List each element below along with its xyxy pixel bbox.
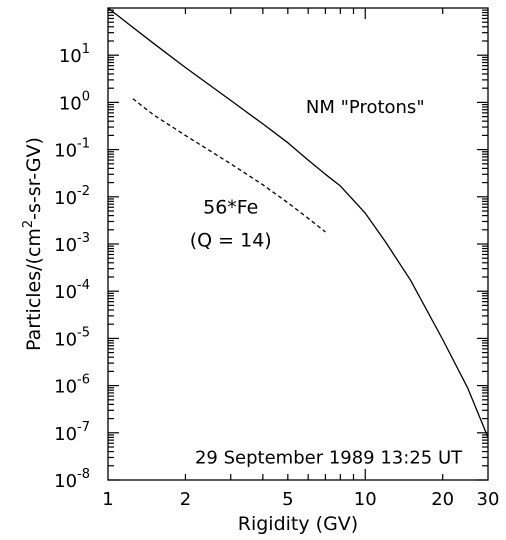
- y-tick-label: 100: [59, 89, 90, 114]
- x-tick-label: 1: [102, 489, 113, 510]
- plot-frame: [107, 7, 489, 481]
- annotations: NM "Protons" 56*Fe (Q = 14) 29 September 19…: [190, 97, 463, 469]
- y-tick-label: 10-5: [54, 325, 90, 350]
- x-tick-label: 2: [180, 489, 191, 510]
- x-tick-label: 5: [282, 489, 293, 510]
- y-tick-label: 10-7: [54, 420, 90, 445]
- annotation-date: 29 September 1989 13:25 UT: [195, 447, 463, 468]
- y-tick-label: 10-2: [54, 184, 90, 209]
- y-axis-ticks: 10-8 10-7 10-6 10-5 10-4 10-3 10-2 10-1 100 101: [54, 9, 488, 492]
- x-tick-label: 20: [431, 489, 454, 510]
- y-tick-label: 10-8: [54, 467, 90, 492]
- y-axis-label-suffix: -s-sr-GV): [23, 137, 45, 220]
- y-axis-label: Particles/(cm2-s-sr-GV): [21, 137, 45, 351]
- series-lines: [107, 7, 489, 438]
- y-tick-label: 10-4: [54, 278, 90, 303]
- annotation-protons: NM "Protons": [306, 97, 425, 118]
- annotation-fe: 56*Fe: [203, 196, 258, 218]
- annotation-charge: (Q = 14): [190, 229, 272, 251]
- x-tick-label: 30: [477, 489, 500, 510]
- y-tick-label: 10-3: [54, 231, 90, 256]
- x-axis-ticks: 1 2 5 10 20 30: [102, 8, 499, 510]
- y-axis-label-sup: 2: [21, 220, 36, 228]
- series-line-0: [107, 7, 489, 438]
- y-tick-label: 101: [59, 42, 90, 67]
- x-tick-label: 10: [354, 489, 377, 510]
- series-line-1: [132, 98, 326, 233]
- y-tick-label: 10-1: [54, 137, 90, 162]
- y-tick-label: 10-6: [54, 373, 90, 398]
- y-axis-label-prefix: Particles/(cm: [23, 228, 45, 351]
- x-axis-label: Rigidity (GV): [238, 513, 358, 535]
